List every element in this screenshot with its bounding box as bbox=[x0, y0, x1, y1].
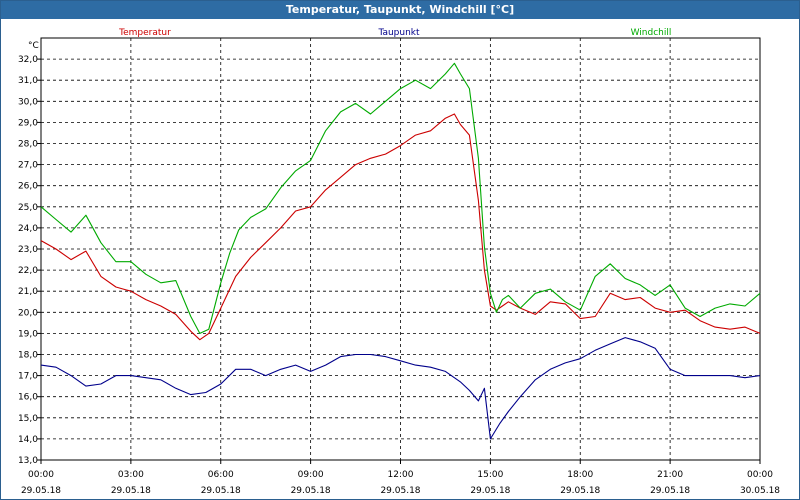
x-tick-time-label: 06:00 bbox=[208, 470, 234, 480]
x-tick-time-label: 09:00 bbox=[298, 470, 324, 480]
y-tick-label: 31,0 bbox=[18, 76, 38, 86]
y-tick-label: 32,0 bbox=[18, 55, 38, 65]
x-tick-time-label: 21:00 bbox=[657, 470, 683, 480]
series-line-temperatur bbox=[40, 113, 761, 341]
y-tick-label: 16,0 bbox=[18, 393, 38, 403]
y-tick-label: 25,0 bbox=[18, 203, 38, 213]
y-tick-label: 19,0 bbox=[18, 329, 38, 339]
x-tick-date-label: 29.05.18 bbox=[201, 486, 241, 496]
x-tick-time-label: 18:00 bbox=[567, 470, 593, 480]
y-tick-label: 14,0 bbox=[18, 435, 38, 445]
y-tick-label: 21,0 bbox=[18, 287, 38, 297]
y-tick-label: 13,0 bbox=[18, 456, 38, 466]
x-tick-time-label: 15:00 bbox=[477, 470, 503, 480]
y-tick-label: 15,0 bbox=[18, 414, 38, 424]
y-tick-label: 27,0 bbox=[18, 161, 38, 171]
y-axis-unit-label: °C bbox=[28, 41, 39, 51]
series-line-windchill bbox=[40, 62, 761, 334]
x-tick-date-label: 29.05.18 bbox=[21, 486, 61, 496]
y-tick-label: 29,0 bbox=[18, 118, 38, 128]
x-tick-time-label: 00:00 bbox=[747, 470, 773, 480]
window-title: Temperatur, Taupunkt, Windchill [°C] bbox=[1, 1, 799, 19]
x-tick-date-label: 29.05.18 bbox=[560, 486, 600, 496]
y-tick-label: 23,0 bbox=[18, 245, 38, 255]
grid bbox=[41, 38, 760, 460]
x-tick-date-label: 30.05.18 bbox=[740, 486, 780, 496]
y-tick-label: 17,0 bbox=[18, 372, 38, 382]
x-tick-date-label: 29.05.18 bbox=[470, 486, 510, 496]
y-tick-label: 28,0 bbox=[18, 140, 38, 150]
legend-windchill: Windchill bbox=[631, 28, 672, 38]
legend-taupunkt: Taupunkt bbox=[377, 28, 420, 38]
x-tick-time-label: 12:00 bbox=[388, 470, 414, 480]
x-tick-date-label: 29.05.18 bbox=[380, 486, 420, 496]
y-tick-label: 24,0 bbox=[18, 224, 38, 234]
y-tick-label: 22,0 bbox=[18, 266, 38, 276]
y-axis: 13,0 14,0 15,0 16,0 17,0 18,0 19,0 20,0 21,0 22,0… bbox=[18, 55, 41, 466]
series-line-taupunkt bbox=[40, 337, 761, 440]
x-axis: 00:00 29.05.18 03:00 29.05.18 06:00 29.05.18 0… bbox=[21, 460, 780, 496]
y-tick-label: 30,0 bbox=[18, 97, 38, 107]
x-tick-date-label: 29.05.18 bbox=[111, 486, 151, 496]
x-tick-date-label: 29.05.18 bbox=[650, 486, 690, 496]
y-tick-label: 18,0 bbox=[18, 351, 38, 361]
x-tick-time-label: 00:00 bbox=[28, 470, 54, 480]
x-tick-time-label: 03:00 bbox=[118, 470, 144, 480]
x-tick-date-label: 29.05.18 bbox=[291, 486, 331, 496]
y-tick-label: 26,0 bbox=[18, 182, 38, 192]
y-tick-label: 20,0 bbox=[18, 308, 38, 318]
series-lines bbox=[40, 62, 761, 440]
legend-temperatur: Temperatur bbox=[118, 28, 171, 38]
